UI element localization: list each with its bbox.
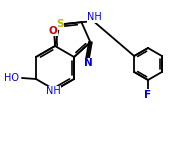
Text: HO: HO [4, 73, 19, 83]
Text: F: F [144, 90, 152, 100]
Text: N: N [83, 58, 92, 68]
Text: S: S [56, 19, 64, 29]
Text: NH: NH [46, 86, 60, 96]
Text: O: O [49, 25, 57, 36]
Text: NH: NH [87, 12, 102, 22]
